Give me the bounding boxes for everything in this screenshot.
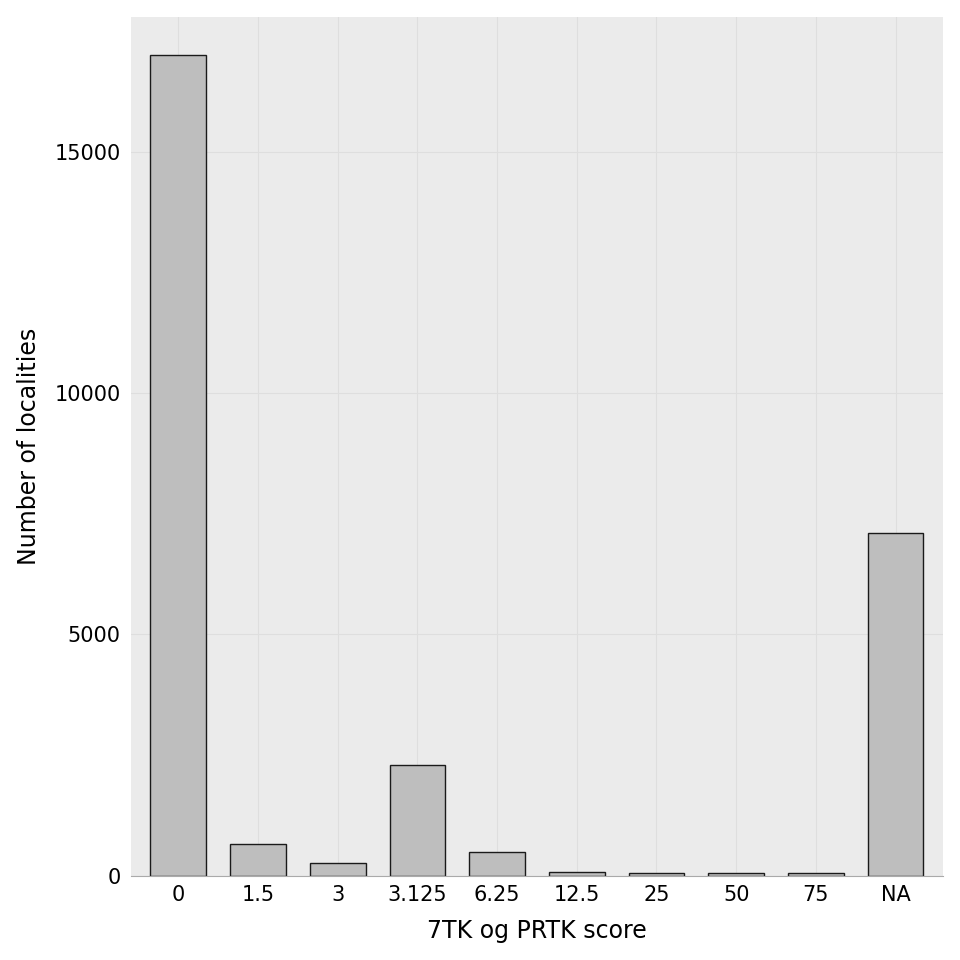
Bar [629,874,684,876]
Bar [549,872,605,876]
Bar [708,873,764,876]
Bar [469,852,525,876]
Bar [868,533,924,876]
Bar [390,765,445,876]
Bar [310,863,366,876]
Bar [230,845,286,876]
Bar [788,874,844,876]
Bar [151,56,206,876]
X-axis label: 7TK og PRTK score: 7TK og PRTK score [427,920,647,944]
Y-axis label: Number of localities: Number of localities [16,327,40,564]
